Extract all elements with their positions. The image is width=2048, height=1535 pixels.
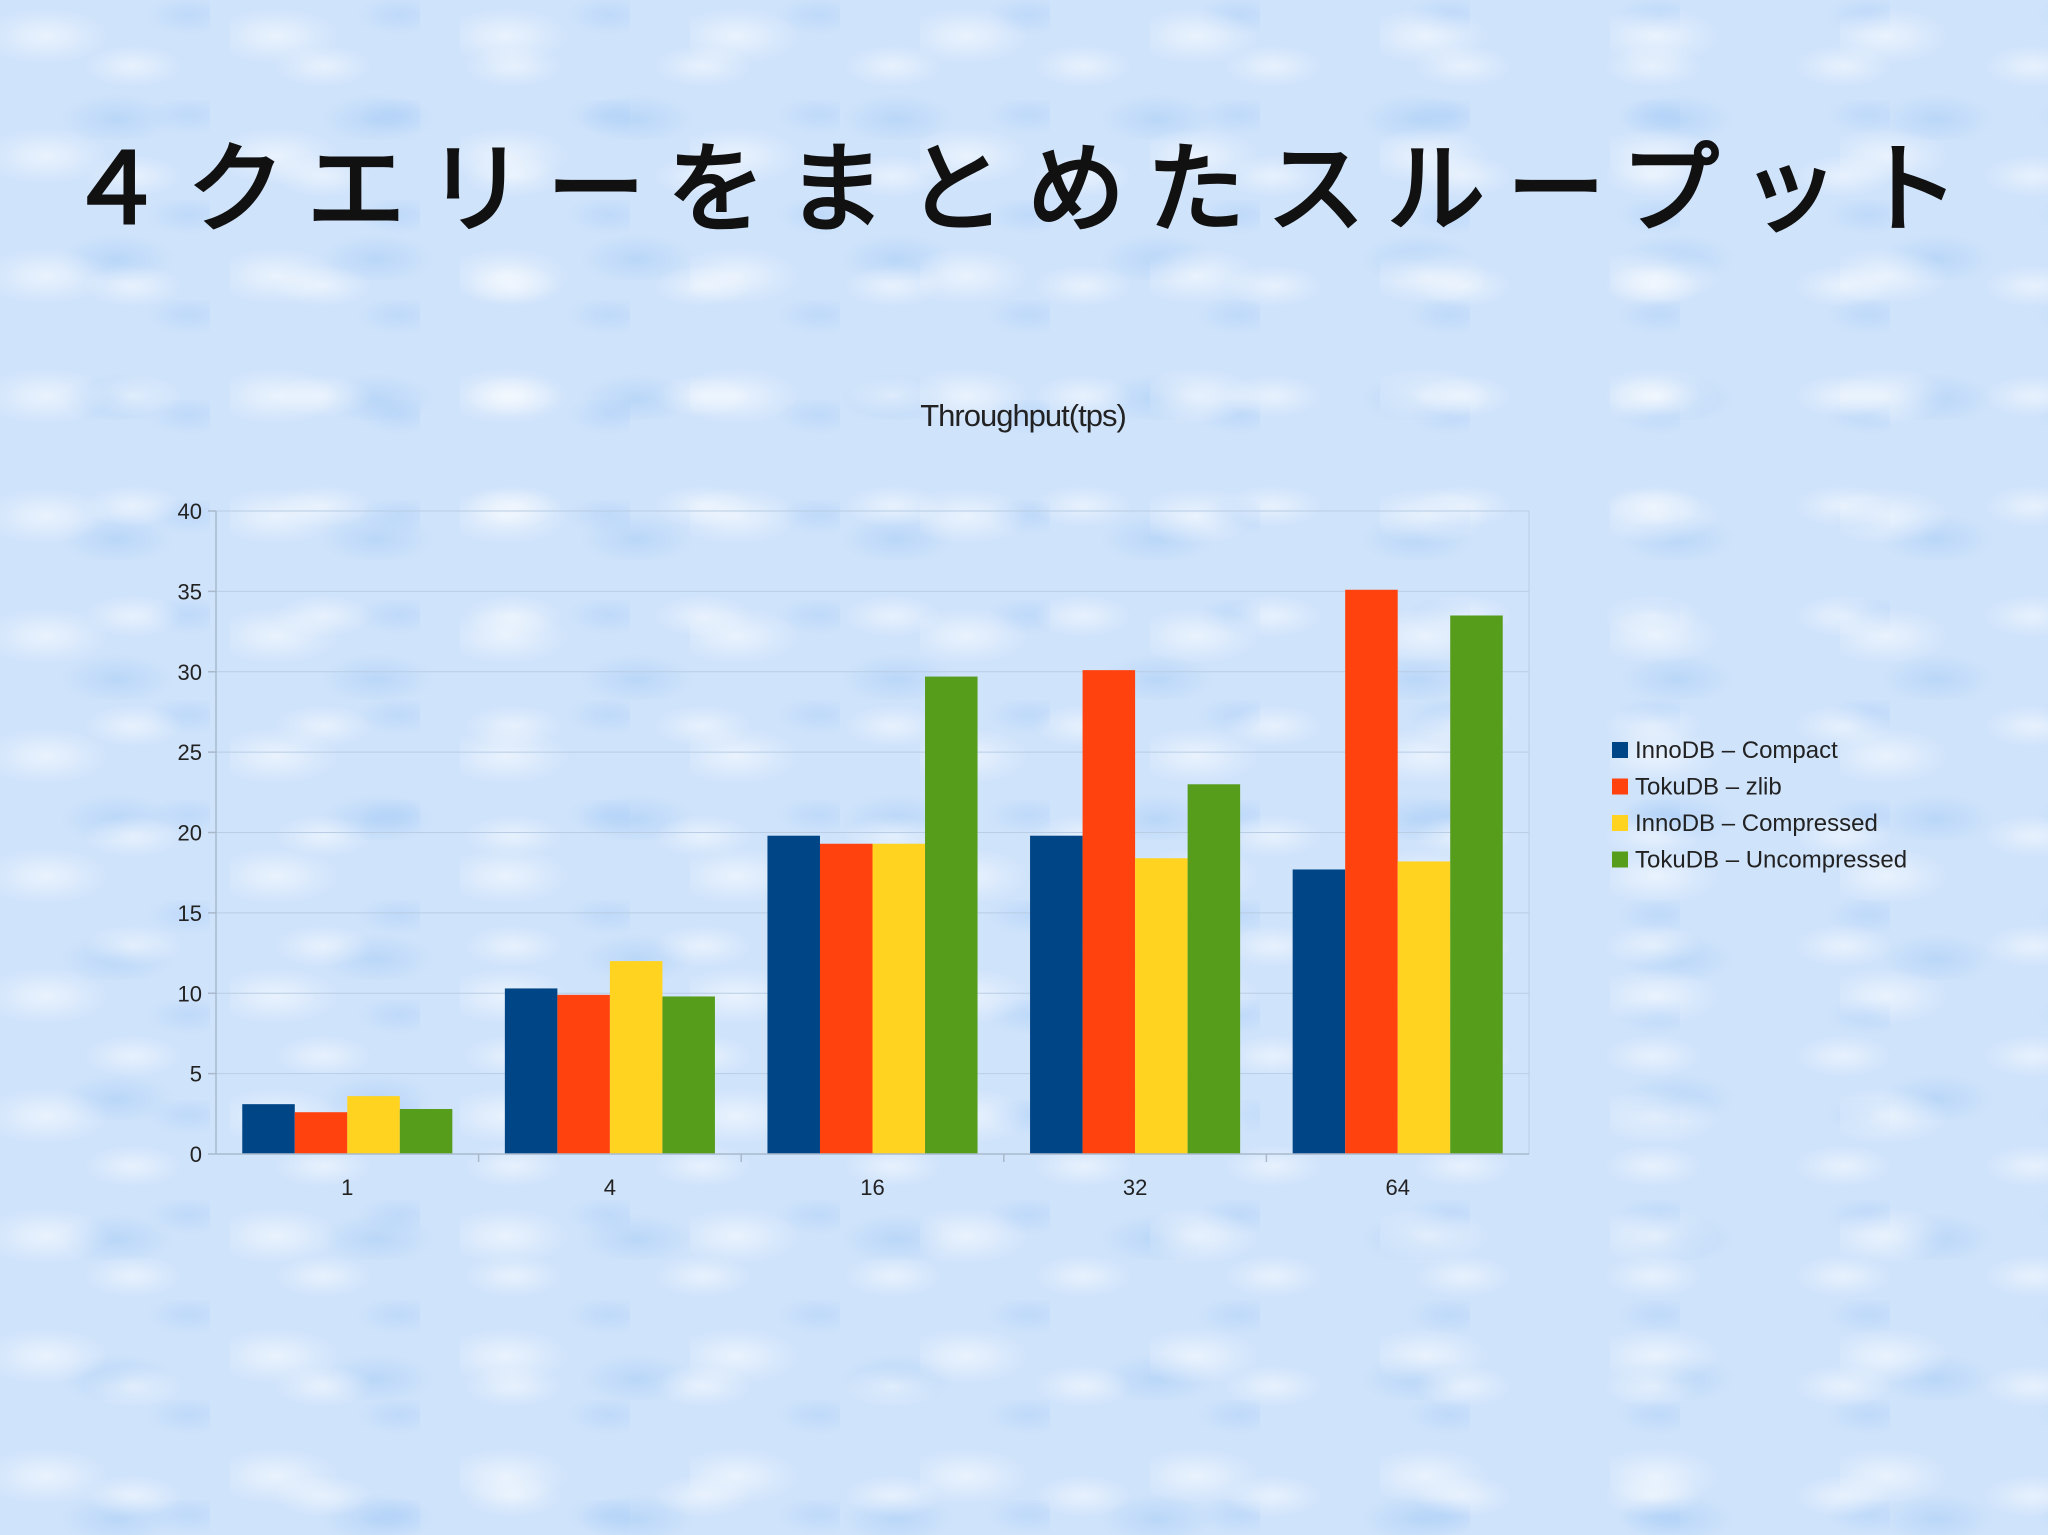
bar-s0-c2 [767,835,820,1154]
legend: InnoDB – Compact TokuDB – zlib InnoDB – Co… [1612,737,1907,874]
bar-s2-c4 [1397,861,1451,1154]
legend-label: InnoDB – Compact [1635,737,1838,764]
x-tick-label: 16 [860,1175,884,1200]
bar-s1-c2 [819,843,873,1154]
bar-s1-c3 [1082,670,1136,1154]
y-tick-label: 40 [178,499,202,524]
legend-swatch [1612,742,1628,758]
legend-label: InnoDB – Compressed [1635,810,1878,837]
legend-swatch [1612,815,1628,831]
bar-s2-c3 [1135,858,1188,1154]
y-tick-label: 30 [178,660,202,685]
bar-s0-c0 [242,1104,295,1154]
y-tick-label: 5 [190,1062,202,1087]
bar-s3-c2 [925,676,978,1154]
y-tick-label: 20 [178,821,202,846]
bar-s2-c0 [347,1096,400,1154]
slide-title: ４クエリーをまとめたスループット [66,133,1982,247]
bar-s3-c0 [399,1108,453,1154]
chart-title: Throughput(tps) [920,398,1126,433]
y-tick-label: 25 [178,740,202,765]
legend-label: TokuDB – zlib [1635,774,1782,801]
bar-s0-c1 [504,988,558,1154]
legend-swatch [1612,851,1628,868]
bar-s3-c3 [1187,784,1241,1154]
y-tick-label: 15 [178,901,202,926]
legend-swatch [1612,778,1628,795]
bar-s2-c2 [872,843,926,1154]
legend-label: TokuDB – Uncompressed [1635,847,1907,874]
bar-s1-c4 [1345,589,1398,1154]
x-tick-label: 4 [604,1175,616,1200]
bar-s3-c4 [1450,615,1503,1154]
bar-s1-c1 [557,994,610,1154]
bar-s0-c4 [1292,869,1346,1154]
bar-s1-c0 [294,1112,348,1154]
bar-s3-c1 [662,996,715,1154]
x-tick-label: 1 [341,1175,353,1200]
y-tick-label: 10 [178,981,202,1006]
bar-s0-c3 [1030,835,1083,1154]
bars-layer [242,589,1503,1154]
x-tick-label: 32 [1123,1175,1147,1200]
bar-s2-c1 [609,961,663,1154]
y-tick-label: 0 [190,1142,202,1167]
y-tick-label: 35 [178,579,202,604]
x-tick-label: 64 [1385,1175,1409,1200]
axes-layer: 0 5 10 15 20 25 30 35 40 1 4 16 32 64 [178,499,1530,1200]
